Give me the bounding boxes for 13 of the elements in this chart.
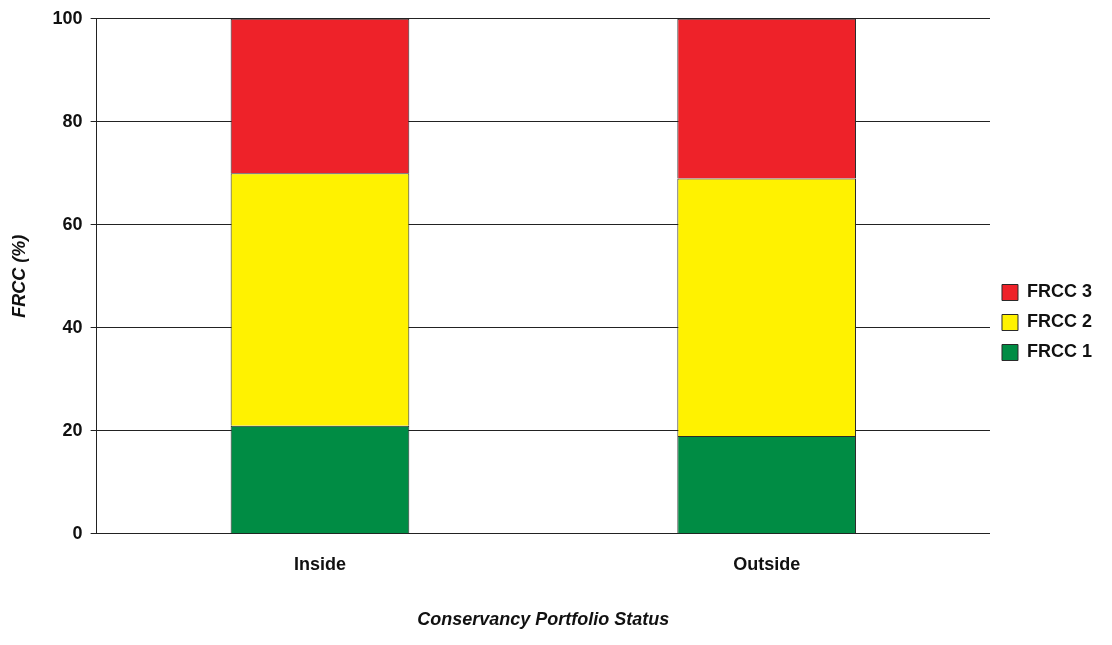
y-tick-label: 80	[62, 110, 83, 131]
x-axis-title: Conservancy Portfolio Status	[417, 609, 670, 630]
y-axis-title: FRCC (%)	[8, 234, 29, 318]
legend-label: FRCC 2	[1027, 311, 1093, 332]
y-tick-label: 40	[62, 316, 83, 337]
x-tick-label: Inside	[293, 553, 346, 574]
legend-label: FRCC 1	[1027, 341, 1093, 362]
y-tick-label: 0	[72, 522, 83, 543]
legend-label: FRCC 3	[1027, 281, 1093, 302]
y-tick-label: 60	[62, 213, 83, 234]
y-tick-label: 20	[62, 419, 83, 440]
x-tick-label: Outside	[733, 553, 801, 574]
y-tick-label: 100	[52, 7, 83, 28]
